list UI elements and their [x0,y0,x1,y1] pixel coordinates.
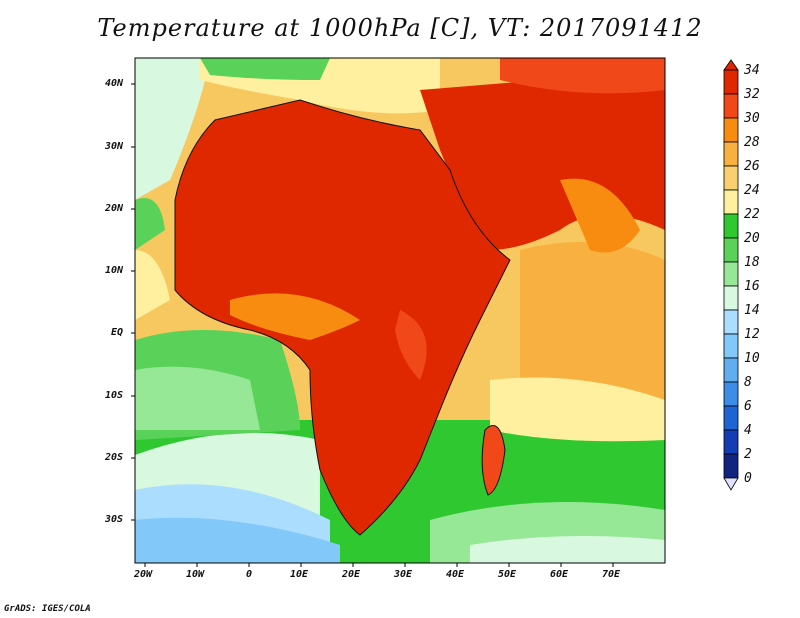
colorbar-label: 28 [744,135,760,150]
colorbar-swatch [723,93,739,119]
lat-label: 30S [105,514,124,525]
colorbar-swatch [723,69,739,95]
colorbar-swatch [723,405,739,431]
colorbar-swatch [723,141,739,167]
colorbar-swatch [723,189,739,215]
colorbar-swatch [723,237,739,263]
colorbar-swatch [723,381,739,407]
colorbar-label: 22 [744,207,760,222]
lat-label: 40N [105,78,124,89]
lon-label: 20W [134,569,153,580]
colorbar-label: 12 [744,327,760,342]
colorbar-label: 4 [744,423,752,438]
lat-label: 10S [105,390,124,401]
colorbar-label: 14 [744,303,760,318]
map-title: Temperature at 1000hPa [C], VT: 20170914… [97,14,703,42]
colorbar-label: 6 [744,399,752,414]
colorbar-swatch [723,357,739,383]
lon-label: 0 [246,569,253,580]
colorbar-swatch [723,309,739,335]
colorbar-swatch [723,165,739,191]
lat-label: 20S [105,452,124,463]
colorbar-label: 2 [744,447,752,462]
lon-label: 40E [446,569,465,580]
colorbar-swatch [723,213,739,239]
lat-ticks [131,83,135,521]
colorbar-label: 24 [744,183,760,198]
colorbar-swatch [723,285,739,311]
lat-label: EQ [111,327,124,338]
colorbar [723,59,739,491]
lat-label: 20N [105,203,124,214]
colorbar-label: 34 [744,63,760,78]
lon-label: 20E [342,569,361,580]
colorbar-label: 10 [744,351,760,366]
colorbar-label: 26 [744,159,760,174]
colorbar-swatch [723,117,739,143]
colorbar-label: 32 [744,87,760,102]
lat-label: 30N [105,141,124,152]
lon-label: 70E [602,569,621,580]
lon-ticks [144,563,614,567]
lon-label: 50E [498,569,517,580]
colorbar-arrow-bottom [723,477,739,491]
grads-credit: GrADS: IGES/COLA [4,604,91,614]
lon-label: 30E [394,569,413,580]
colorbar-swatch [723,261,739,287]
colorbar-label: 16 [744,279,760,294]
colorbar-label: 30 [744,111,760,126]
colorbar-arrow-top [723,59,739,71]
lon-label: 60E [550,569,569,580]
lat-label: 10N [105,265,124,276]
colorbar-swatch [723,333,739,359]
lon-label: 10W [186,569,205,580]
colorbar-label: 0 [744,471,752,486]
map-field [135,58,665,563]
lon-label: 10E [290,569,309,580]
colorbar-label: 8 [744,375,752,390]
colorbar-swatch [723,429,739,455]
colorbar-swatch [723,453,739,479]
colorbar-label: 18 [744,255,760,270]
colorbar-label: 20 [744,231,760,246]
